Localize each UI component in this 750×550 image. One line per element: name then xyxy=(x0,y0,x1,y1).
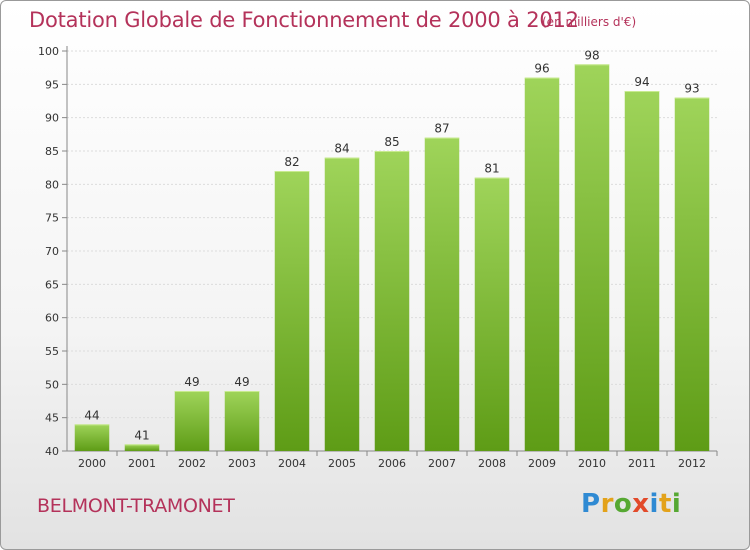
value-label: 84 xyxy=(334,142,349,156)
x-tick-label: 2005 xyxy=(328,457,356,470)
y-tick-label: 85 xyxy=(45,145,59,158)
bar xyxy=(574,64,610,452)
logo-letter: x xyxy=(632,489,650,519)
bar xyxy=(624,91,660,451)
bar xyxy=(274,171,310,451)
y-tick-label: 90 xyxy=(45,112,59,125)
x-tick-label: 2011 xyxy=(628,457,656,470)
value-label: 41 xyxy=(134,428,149,442)
logo-letter: r xyxy=(600,489,614,519)
bar xyxy=(524,77,560,452)
bar xyxy=(424,137,460,451)
value-label: 44 xyxy=(84,408,99,422)
x-tick-label: 2008 xyxy=(478,457,506,470)
value-label: 94 xyxy=(634,75,649,89)
x-tick-label: 2012 xyxy=(678,457,706,470)
proxiti-logo: Proxiti xyxy=(581,489,681,519)
bar xyxy=(74,424,110,451)
y-tick-label: 70 xyxy=(45,245,59,258)
x-tick-label: 2007 xyxy=(428,457,456,470)
value-label: 98 xyxy=(584,48,599,62)
commune-name: BELMONT-TRAMONET xyxy=(37,495,235,517)
y-tick-label: 75 xyxy=(45,212,59,225)
bar xyxy=(374,151,410,451)
x-tick-label: 2001 xyxy=(128,457,156,470)
x-tick-label: 2002 xyxy=(178,457,206,470)
bar xyxy=(474,177,510,451)
value-label: 93 xyxy=(684,82,699,96)
chart-title: Dotation Globale de Fonctionnement de 20… xyxy=(29,8,579,32)
value-label: 96 xyxy=(534,62,549,76)
value-label: 49 xyxy=(234,375,249,389)
y-tick-label: 55 xyxy=(45,345,59,358)
value-label: 82 xyxy=(284,155,299,169)
value-label: 85 xyxy=(384,135,399,149)
x-tick-label: 2004 xyxy=(278,457,306,470)
y-tick-label: 95 xyxy=(45,78,59,91)
y-tick-label: 50 xyxy=(45,378,59,391)
bars xyxy=(74,64,710,452)
y-tick-label: 100 xyxy=(38,45,59,58)
bar xyxy=(324,157,360,451)
x-tick-label: 2006 xyxy=(378,457,406,470)
y-tick-label: 65 xyxy=(45,278,59,291)
y-tick-label: 40 xyxy=(45,445,59,458)
bar xyxy=(674,97,710,452)
bar xyxy=(174,391,210,451)
logo-letter: i xyxy=(671,489,682,519)
value-label: 87 xyxy=(434,122,449,136)
bar xyxy=(224,391,260,451)
x-tick-label: 2009 xyxy=(528,457,556,470)
bar xyxy=(124,444,160,451)
x-tick-label: 2000 xyxy=(78,457,106,470)
logo-letter: P xyxy=(581,489,601,519)
y-tick-label: 60 xyxy=(45,312,59,325)
value-label: 81 xyxy=(484,162,499,176)
x-tick-label: 2003 xyxy=(228,457,256,470)
logo-letter: t xyxy=(658,489,672,519)
y-tick-label: 80 xyxy=(45,178,59,191)
chart-subtitle: (en milliers d'€) xyxy=(542,15,637,29)
value-label: 49 xyxy=(184,375,199,389)
y-tick-label: 45 xyxy=(45,412,59,425)
logo-letter: i xyxy=(649,489,659,519)
labels: 44 2000 41 2001 49 2002 49 2003 82 2004 84 2005 85 20… xyxy=(78,48,706,470)
x-tick-label: 2010 xyxy=(578,457,606,470)
logo-letter: o xyxy=(613,489,633,519)
